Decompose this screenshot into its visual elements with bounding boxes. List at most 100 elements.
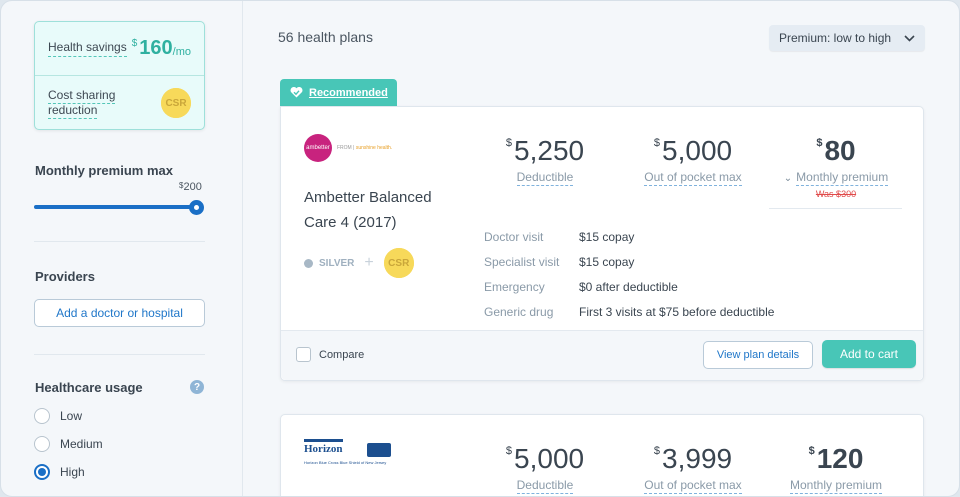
benefit-value: $0 after deductible (579, 279, 678, 294)
premium-stat: $80 ⌄ Monthly premium Was $300 (771, 135, 901, 199)
oop-max-value: $5,000 (633, 135, 753, 167)
tier-label: SILVER (319, 257, 355, 269)
plan-tier: SILVER + CSR (304, 248, 414, 278)
amount: 5,000 (514, 443, 585, 474)
benefit-value: $15 copay (579, 229, 635, 244)
currency-symbol: $ (816, 137, 823, 149)
view-plan-details-button[interactable]: View plan details (703, 341, 813, 369)
benefit-key: Doctor visit (484, 229, 544, 244)
healthcare-usage-title: Healthcare usage (35, 380, 143, 395)
amount: 5,250 (514, 135, 585, 166)
silver-tier-icon (304, 258, 313, 268)
radio-button[interactable] (34, 436, 50, 452)
add-to-cart-button[interactable]: Add to cart (822, 340, 916, 368)
premium-max-value: $200 (179, 181, 202, 193)
health-savings-amount: $ 160 /mo (132, 37, 191, 60)
sort-selected-value: Premium: low to high (779, 31, 892, 45)
health-savings-value: 160 (139, 37, 173, 59)
chevron-down-icon (904, 34, 915, 42)
amount: 3,999 (662, 443, 733, 474)
help-icon[interactable]: ? (190, 380, 204, 394)
ambetter-logo-icon: ambetter (304, 134, 332, 162)
benefits-list: Doctor visit $15 copay Specialist visit $1… (484, 224, 774, 324)
radio-label: Medium (60, 437, 103, 451)
health-savings-row: Health savings $ 160 /mo (35, 22, 204, 76)
was-price: Was $300 (815, 189, 857, 199)
oop-max-stat: $5,000 Out of pocket max (633, 135, 753, 186)
divider (34, 241, 205, 242)
amount: 5,000 (662, 135, 733, 166)
carrier-subtitle: Horizon Blue Cross Blue Shield of New Je… (304, 460, 387, 465)
csr-badge-icon: CSR (161, 88, 191, 118)
savings-summary-box: Health savings $ 160 /mo Cost sharing re… (34, 21, 205, 130)
oop-max-stat: $3,999 Out of pocket max (633, 443, 753, 494)
csr-label: Cost sharing reduction (48, 88, 116, 119)
partner-logo: FROM | sunshine health. (337, 145, 393, 151)
csr-label-wrap[interactable]: Cost sharing reduction (48, 88, 128, 119)
benefit-row: Specialist visit $15 copay (484, 249, 774, 274)
currency-symbol: $ (505, 445, 513, 457)
usage-option-high[interactable]: High (34, 464, 85, 480)
recommended-label: Recommended (309, 86, 388, 99)
currency-symbol: $ (808, 445, 815, 457)
premium-max-title: Monthly premium max (35, 163, 173, 178)
divider (34, 354, 205, 355)
bcbs-logo-icon (366, 443, 391, 457)
usage-option-low[interactable]: Low (34, 408, 82, 424)
deductible-label[interactable]: Deductible (516, 170, 574, 186)
checkbox[interactable] (296, 347, 311, 362)
premium-slider-track[interactable] (34, 205, 200, 209)
benefit-key: Emergency (484, 279, 545, 294)
premium-value: $80 (771, 135, 901, 167)
benefit-row: Emergency $0 after deductible (484, 274, 774, 299)
compare-label: Compare (319, 348, 365, 361)
oop-max-label[interactable]: Out of pocket max (644, 170, 742, 186)
benefit-row: Doctor visit $15 copay (484, 224, 774, 249)
radio-button[interactable] (34, 408, 50, 424)
divider (769, 208, 902, 209)
amount: 80 (824, 135, 856, 166)
horizon-logo: Horizon (304, 439, 343, 455)
deductible-label[interactable]: Deductible (516, 478, 574, 494)
add-provider-button[interactable]: Add a doctor or hospital (34, 299, 205, 327)
deductible-stat: $5,000 Deductible (495, 443, 595, 494)
recommended-tab[interactable]: Recommended (280, 79, 397, 106)
health-savings-label[interactable]: Health savings (48, 40, 127, 57)
premium-label[interactable]: Monthly premium (789, 478, 883, 494)
sort-dropdown[interactable]: Premium: low to high (769, 25, 925, 51)
card-footer: Compare View plan details Add to cart (281, 330, 923, 380)
benefit-key: Specialist visit (484, 254, 560, 269)
premium-value: $120 (771, 443, 901, 475)
radio-button-checked[interactable] (34, 464, 50, 480)
premium-slider-thumb[interactable] (189, 200, 204, 215)
heart-check-icon (290, 87, 303, 98)
oop-max-value: $3,999 (633, 443, 753, 475)
benefit-value: First 3 visits at $75 before deductible (579, 304, 775, 319)
deductible-value: $5,000 (495, 443, 595, 475)
radio-label: Low (60, 409, 83, 423)
period-label: /mo (172, 46, 191, 58)
carrier-logo: Horizon Horizon Blue Cross Blue Shield o… (304, 439, 391, 465)
plan-card: Horizon Horizon Blue Cross Blue Shield o… (280, 414, 924, 496)
usage-option-medium[interactable]: Medium (34, 436, 103, 452)
providers-title: Providers (35, 269, 95, 284)
premium-label-row[interactable]: ⌄ Monthly premium (771, 167, 901, 186)
deductible-stat: $5,250 Deductible (495, 135, 595, 186)
deductible-value: $5,250 (495, 135, 595, 167)
carrier-logo: ambetter FROM | sunshine health. (304, 134, 392, 162)
logo-from: FROM (337, 145, 352, 151)
plus-icon: + (364, 254, 374, 271)
oop-max-label[interactable]: Out of pocket max (644, 478, 742, 494)
plans-count: 56 health plans (278, 29, 373, 45)
compare-checkbox[interactable]: Compare (296, 347, 364, 362)
slider-value: 200 (183, 181, 202, 193)
benefit-row: Generic drug First 3 visits at $75 before… (484, 299, 774, 324)
plan-name: Ambetter Balanced Care 4 (2017) (304, 189, 432, 231)
benefit-value: $15 copay (579, 254, 635, 269)
csr-row: Cost sharing reduction CSR (35, 76, 204, 130)
csr-badge-icon: CSR (383, 248, 414, 278)
chevron-down-icon[interactable]: ⌄ (783, 173, 793, 184)
currency-symbol: $ (179, 181, 184, 190)
premium-label[interactable]: Monthly premium (796, 170, 889, 186)
amount: 120 (816, 443, 864, 474)
